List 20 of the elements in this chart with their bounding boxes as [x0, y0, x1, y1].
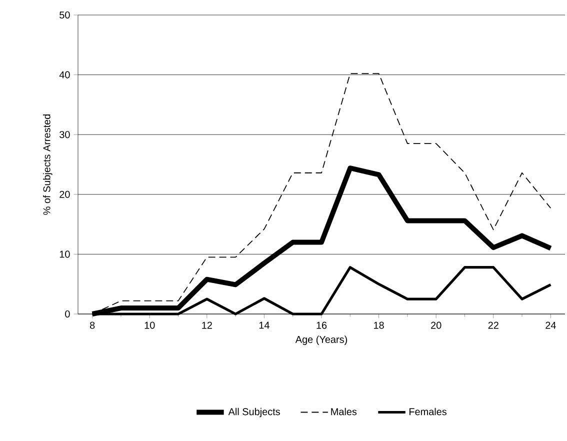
y-axis-title: % of Subjects Arrested: [43, 114, 52, 215]
y-tick-label: 50: [60, 11, 70, 19]
y-tick-label: 40: [59, 71, 70, 78]
y-tick-label: 30: [60, 131, 70, 138]
y-tick-label: 10: [60, 250, 70, 258]
x-tick-label: 20: [431, 322, 442, 329]
x-tick-label: 8: [90, 322, 95, 329]
x-tick-label: 10: [144, 322, 155, 329]
x-tick-label: 24: [546, 322, 556, 329]
x-tick-label: 14: [259, 322, 270, 329]
x-tick-label: 16: [316, 322, 327, 329]
x-tick-label: 22: [488, 322, 498, 329]
x-tick-label: 12: [202, 322, 212, 329]
x-axis-title: Age (Years): [295, 336, 348, 345]
y-tick-label: 0: [65, 310, 70, 318]
y-tick-label: 20: [60, 190, 70, 198]
legend-label: Females: [409, 408, 447, 416]
x-tick-label: 18: [374, 322, 384, 329]
legend-label: All Subjects: [228, 408, 280, 418]
legend-label: Males: [331, 408, 357, 416]
